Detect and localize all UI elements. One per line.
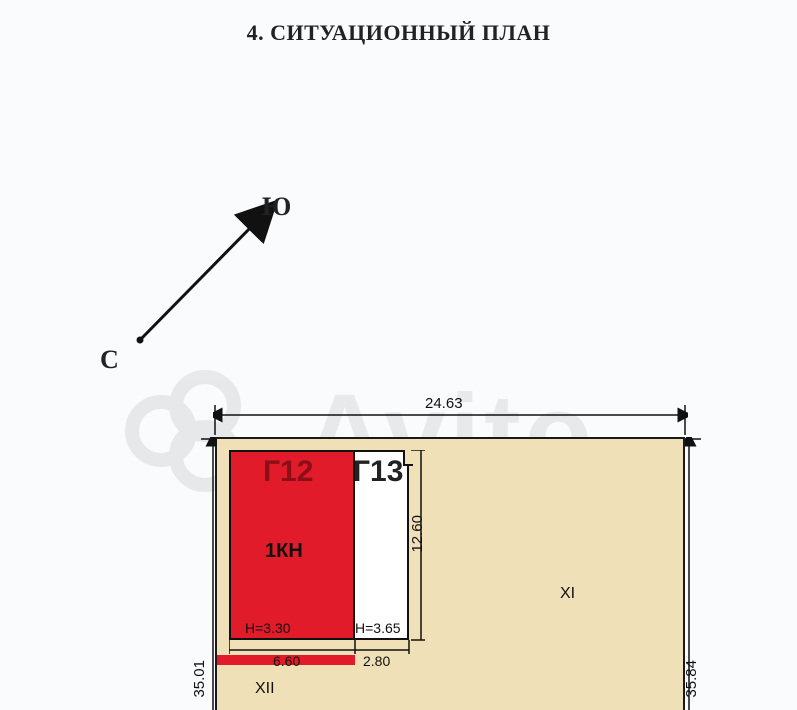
dim-top: 24.63: [425, 395, 463, 412]
g12-label: Г12: [263, 455, 313, 489]
g13-label: Г13: [353, 455, 403, 489]
g13-h-label: H=3.65: [355, 620, 401, 636]
g12-bottom-dim: 6.60: [273, 653, 300, 669]
roman-xii: XII: [255, 680, 275, 698]
g12-sublabel: 1КН: [265, 540, 303, 563]
compass-north-label: С: [100, 345, 119, 375]
site-plan: 24.63 Г12 Г13 1КН H=3.30 H=3.65 6.60 2.8…: [215, 395, 695, 710]
g13-side-dim: 12.60: [409, 515, 426, 553]
g13-bottom-dim: 2.80: [363, 653, 390, 669]
compass-south-label: Ю: [262, 192, 291, 222]
roman-xi: XI: [560, 585, 575, 603]
page: 4. СИТУАЦИОННЫЙ ПЛАН Avito С Ю: [0, 0, 797, 710]
dim-left: 35.01: [191, 660, 208, 698]
dim-right: 35.84: [683, 660, 700, 698]
g12-h-label: H=3.30: [245, 620, 291, 636]
page-title: 4. СИТУАЦИОННЫЙ ПЛАН: [0, 20, 797, 46]
